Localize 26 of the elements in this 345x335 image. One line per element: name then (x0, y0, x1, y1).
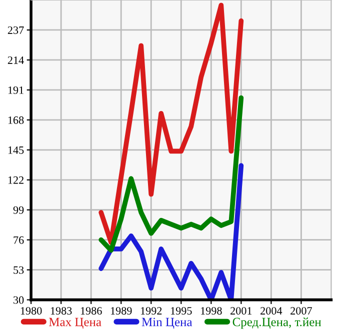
x-tick-label: 2001 (230, 307, 252, 315)
x-tick-label: 1980 (20, 307, 42, 315)
y-tick-label: 53 (14, 266, 24, 274)
x-tick-label: 2004 (260, 307, 282, 315)
x-tick-label: 1983 (50, 307, 72, 315)
line-series (98, 2, 244, 245)
y-tick-label: 122 (8, 176, 24, 184)
legend-label: Сред.Цена, т.йен (232, 318, 322, 329)
y-tick-label: 145 (8, 146, 24, 154)
x-tick-label: 1995 (170, 307, 192, 315)
y-tick-label: 168 (8, 116, 24, 124)
x-tick-label: 1992 (140, 307, 162, 315)
y-tick-label: 214 (8, 56, 24, 64)
x-tick-label: 1986 (80, 307, 102, 315)
y-tick-label: 99 (13, 206, 24, 214)
line-series (98, 163, 244, 300)
y-tick-label: 191 (8, 86, 24, 94)
line-series (98, 95, 244, 253)
y-tick-label: 237 (8, 26, 24, 34)
y-tick-label: 30 (14, 296, 24, 304)
x-tick-label: 1989 (110, 307, 132, 315)
legend-label: Max Цена (49, 318, 102, 329)
y-tick-label: 76 (14, 236, 24, 244)
x-tick-label: 2007 (290, 307, 312, 315)
legend-label: Min Цена (142, 318, 192, 329)
x-tick-label: 1998 (201, 307, 222, 315)
